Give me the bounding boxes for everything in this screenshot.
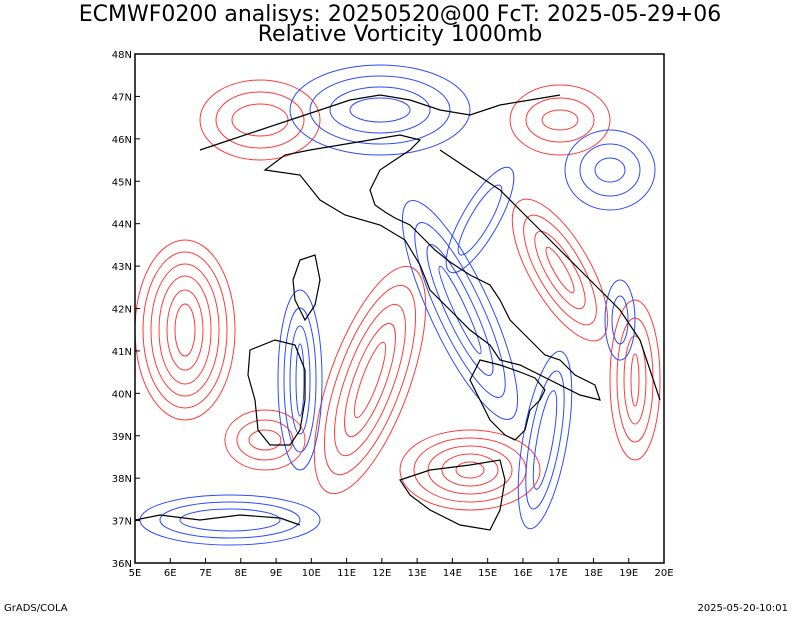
negative-vorticity-contours (139, 64, 656, 546)
map-subtitle: Relative Vorticity 1000mb (257, 22, 543, 47)
latitude-axis: 36N 37N 38N 39N 40N 41N 42N 43N 44N 45N 46N 47N 48N (112, 50, 140, 570)
red-cluster-east (609, 299, 661, 461)
blue-cluster-calabria (517, 350, 573, 530)
lon-tick-label: 12E (372, 568, 391, 579)
lon-tick-label: 11E (337, 568, 356, 579)
lon-tick-label: 8E (234, 568, 247, 579)
lat-tick-label: 44N (112, 220, 132, 231)
lat-tick-label: 41N (112, 347, 132, 358)
red-cluster-west-sea (135, 239, 236, 421)
positive-vorticity-contours (135, 79, 661, 511)
red-cluster-north (199, 79, 611, 161)
generation-timestamp: 2025-05-20-10:01 (697, 603, 788, 614)
lat-tick-label: 45N (112, 177, 132, 188)
balkan-coast (439, 149, 661, 401)
red-cluster-tyrrhenian (313, 265, 427, 495)
lon-tick-label: 17E (549, 568, 568, 579)
lon-tick-label: 19E (619, 568, 638, 579)
sardinia-coast (247, 339, 306, 446)
lon-tick-label: 9E (270, 568, 283, 579)
tunisia-coast (135, 514, 301, 526)
lat-tick-label: 38N (112, 474, 132, 485)
blue-cluster-adriatic-bands (445, 166, 636, 361)
lon-tick-label: 6E (164, 568, 177, 579)
lat-tick-label: 36N (112, 559, 132, 570)
lat-tick-label: 42N (112, 305, 132, 316)
software-credit: GrADS/COLA (4, 603, 68, 614)
blue-cluster-italy-spine (401, 200, 519, 420)
lon-tick-label: 14E (443, 568, 462, 579)
lon-tick-label: 13E (408, 568, 427, 579)
italy-mainland-coast (263, 134, 601, 401)
lat-tick-label: 46N (112, 135, 132, 146)
italy-south-coast (469, 359, 546, 441)
red-cluster-adriatic (511, 198, 609, 342)
map-title: ECMWF0200 analisys: 20250520@00 FcT: 202… (78, 2, 722, 27)
lon-tick-label: 10E (302, 568, 321, 579)
contour-field (135, 54, 664, 563)
lon-tick-label: 5E (129, 568, 142, 579)
alpine-borders (199, 94, 561, 151)
lon-tick-label: 7E (199, 568, 212, 579)
lat-tick-label: 37N (112, 517, 132, 528)
lon-tick-label: 20E (654, 568, 673, 579)
lat-tick-label: 39N (112, 432, 132, 443)
lon-tick-label: 16E (513, 568, 532, 579)
sicily-coast (399, 459, 506, 531)
lon-tick-label: 18E (584, 568, 603, 579)
lat-tick-label: 48N (112, 50, 132, 61)
blue-cluster-north (289, 64, 656, 211)
coastlines (135, 94, 661, 531)
lat-tick-label: 43N (112, 262, 132, 273)
blue-cluster-south-sea (139, 494, 321, 546)
lon-tick-label: 15E (478, 568, 497, 579)
lat-tick-label: 40N (112, 389, 132, 400)
longitude-axis: 5E 6E 7E 8E 9E 10E 11E 12E 13E 14E 15E 16E 17E 18E 19E… (129, 558, 674, 579)
corsica-coast (292, 254, 321, 322)
lat-tick-label: 47N (112, 92, 132, 103)
blue-cluster-sardinia (277, 289, 323, 471)
